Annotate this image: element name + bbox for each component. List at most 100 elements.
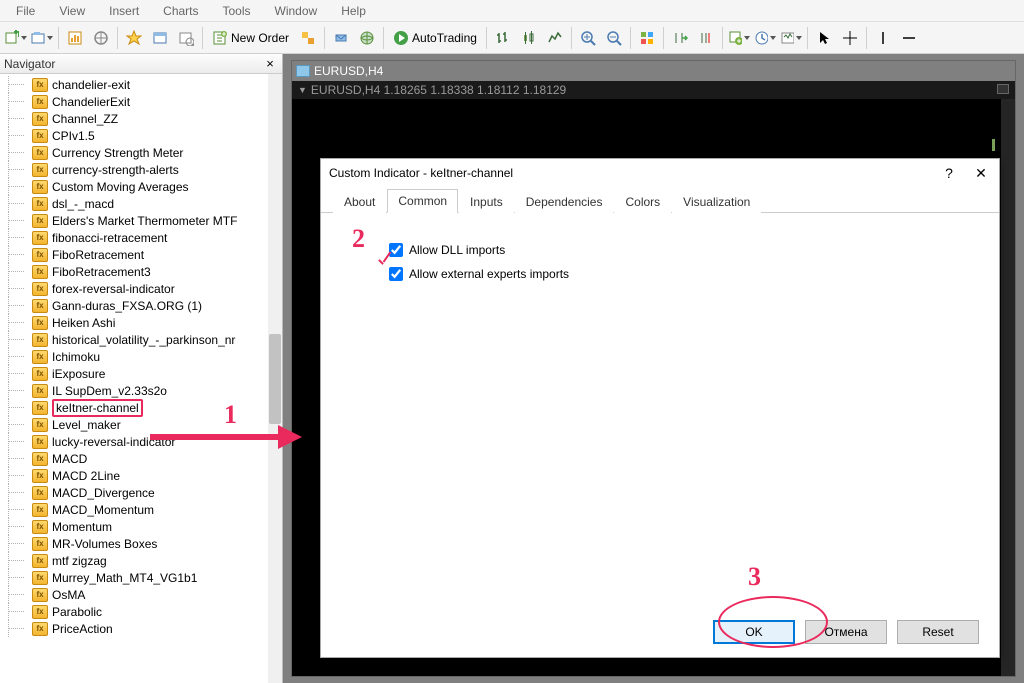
- cursor-icon[interactable]: [812, 26, 836, 50]
- reset-button[interactable]: Reset: [897, 620, 979, 644]
- alerts-icon[interactable]: [329, 26, 353, 50]
- chart-title: EURUSD,H4: [314, 64, 383, 78]
- market-watch-icon[interactable]: [63, 26, 87, 50]
- tree-item[interactable]: iExposure: [8, 365, 282, 382]
- tree-item[interactable]: OsMA: [8, 586, 282, 603]
- tree-item[interactable]: Currency Strength Meter: [8, 144, 282, 161]
- navigator-icon[interactable]: [122, 26, 146, 50]
- new-order-button[interactable]: New Order: [207, 26, 294, 50]
- tab-dependencies[interactable]: Dependencies: [515, 190, 614, 213]
- candle-chart-icon[interactable]: [517, 26, 541, 50]
- dialog-body: Allow DLL imports Allow external experts…: [321, 213, 999, 607]
- tree-item[interactable]: MACD_Momentum: [8, 501, 282, 518]
- menu-help[interactable]: Help: [329, 2, 378, 20]
- tab-inputs[interactable]: Inputs: [459, 190, 514, 213]
- tree-item-label: fibonacci-retracement: [52, 231, 167, 245]
- horizontal-line-icon[interactable]: [897, 26, 921, 50]
- menu-view[interactable]: View: [47, 2, 97, 20]
- tree-item[interactable]: dsl_-_macd: [8, 195, 282, 212]
- tree-item[interactable]: FiboRetracement: [8, 246, 282, 263]
- tree-item[interactable]: MACD_Divergence: [8, 484, 282, 501]
- indicator-icon: [32, 605, 48, 619]
- data-window-icon[interactable]: [89, 26, 113, 50]
- tree-item[interactable]: FiboRetracement3: [8, 263, 282, 280]
- autotrading-button[interactable]: AutoTrading: [388, 26, 482, 50]
- tree-item[interactable]: Ichimoku: [8, 348, 282, 365]
- tree-item[interactable]: Heiken Ashi: [8, 314, 282, 331]
- ok-button[interactable]: OK: [713, 620, 795, 644]
- dialog-footer: OK Отмена Reset: [321, 607, 999, 657]
- close-icon[interactable]: ✕: [971, 165, 991, 182]
- tab-visualization[interactable]: Visualization: [672, 190, 761, 213]
- autotrading-label: AutoTrading: [412, 31, 477, 45]
- zoom-out-icon[interactable]: [602, 26, 626, 50]
- line-chart-icon[interactable]: [543, 26, 567, 50]
- menu-insert[interactable]: Insert: [97, 2, 151, 20]
- help-icon[interactable]: ?: [939, 165, 959, 181]
- tree-item[interactable]: forex-reversal-indicator: [8, 280, 282, 297]
- tree-item[interactable]: chandelier-exit: [8, 76, 282, 93]
- tree-item[interactable]: Murrey_Math_MT4_VG1b1: [8, 569, 282, 586]
- tree-item[interactable]: Parabolic: [8, 603, 282, 620]
- zoom-in-icon[interactable]: [576, 26, 600, 50]
- tab-colors[interactable]: Colors: [614, 190, 671, 213]
- crosshair-icon[interactable]: [838, 26, 862, 50]
- tree-item[interactable]: lucky-reversal-indicator: [8, 433, 282, 450]
- indicator-icon: [32, 316, 48, 330]
- allow-dll-checkbox[interactable]: [389, 243, 403, 257]
- tree-item[interactable]: mtf zigzag: [8, 552, 282, 569]
- tree-item[interactable]: Custom Moving Averages: [8, 178, 282, 195]
- menu-file[interactable]: File: [4, 2, 47, 20]
- tree-item[interactable]: Gann-duras_FXSA.ORG (1): [8, 297, 282, 314]
- tree-item[interactable]: MACD: [8, 450, 282, 467]
- chart-subtitle-bar: ▼ EURUSD,H4 1.18265 1.18338 1.18112 1.18…: [292, 81, 1015, 99]
- chart-minimize-icon[interactable]: [997, 84, 1009, 94]
- tile-windows-icon[interactable]: [635, 26, 659, 50]
- close-icon[interactable]: ×: [262, 56, 278, 72]
- tree-item[interactable]: MACD 2Line: [8, 467, 282, 484]
- menu-charts[interactable]: Charts: [151, 2, 210, 20]
- chart-shift-icon[interactable]: [694, 26, 718, 50]
- tab-about[interactable]: About: [333, 190, 386, 213]
- indicator-icon: [32, 622, 48, 636]
- new-order-label: New Order: [231, 31, 289, 45]
- chart-scrollbar[interactable]: [1001, 99, 1015, 676]
- bar-chart-icon[interactable]: [491, 26, 515, 50]
- tree-item[interactable]: PriceAction: [8, 620, 282, 637]
- new-order-icon: [212, 30, 228, 46]
- tree-item[interactable]: Channel_ZZ: [8, 110, 282, 127]
- tree-item[interactable]: IL SupDem_v2.33s2o: [8, 382, 282, 399]
- tree-item[interactable]: Elders's Market Thermometer MTF: [8, 212, 282, 229]
- indicators-icon[interactable]: [727, 26, 751, 50]
- vertical-line-icon[interactable]: [871, 26, 895, 50]
- tab-common[interactable]: Common: [387, 189, 458, 213]
- strategy-tester-icon[interactable]: [174, 26, 198, 50]
- tree-item[interactable]: CPIv1.5: [8, 127, 282, 144]
- tree-item[interactable]: fibonacci-retracement: [8, 229, 282, 246]
- tree-item[interactable]: currency-strength-alerts: [8, 161, 282, 178]
- globe-icon[interactable]: [355, 26, 379, 50]
- tree-item[interactable]: keItner-channel: [8, 399, 282, 416]
- profiles-icon[interactable]: [30, 26, 54, 50]
- cancel-button[interactable]: Отмена: [805, 620, 887, 644]
- indicator-icon: [32, 112, 48, 126]
- tree-item[interactable]: Level_maker: [8, 416, 282, 433]
- tree-item[interactable]: MR-Volumes Boxes: [8, 535, 282, 552]
- new-chart-icon[interactable]: [4, 26, 28, 50]
- tree-item[interactable]: Momentum: [8, 518, 282, 535]
- templates-icon[interactable]: [779, 26, 803, 50]
- chevron-down-icon[interactable]: ▼: [298, 85, 307, 95]
- terminal-icon[interactable]: [148, 26, 172, 50]
- tree-item-label: Murrey_Math_MT4_VG1b1: [52, 571, 197, 585]
- tree-item-label: Parabolic: [52, 605, 102, 619]
- allow-external-checkbox[interactable]: [389, 267, 403, 281]
- autoscroll-icon[interactable]: [668, 26, 692, 50]
- periods-icon[interactable]: [753, 26, 777, 50]
- menu-tools[interactable]: Tools: [211, 2, 263, 20]
- navigator-scrollbar[interactable]: [268, 74, 282, 683]
- toolbar: New Order AutoTrading: [0, 22, 1024, 54]
- tree-item[interactable]: historical_volatility_-_parkinson_nr: [8, 331, 282, 348]
- menu-window[interactable]: Window: [263, 2, 330, 20]
- tree-item[interactable]: ChandelierExit: [8, 93, 282, 110]
- metaeditor-icon[interactable]: [296, 26, 320, 50]
